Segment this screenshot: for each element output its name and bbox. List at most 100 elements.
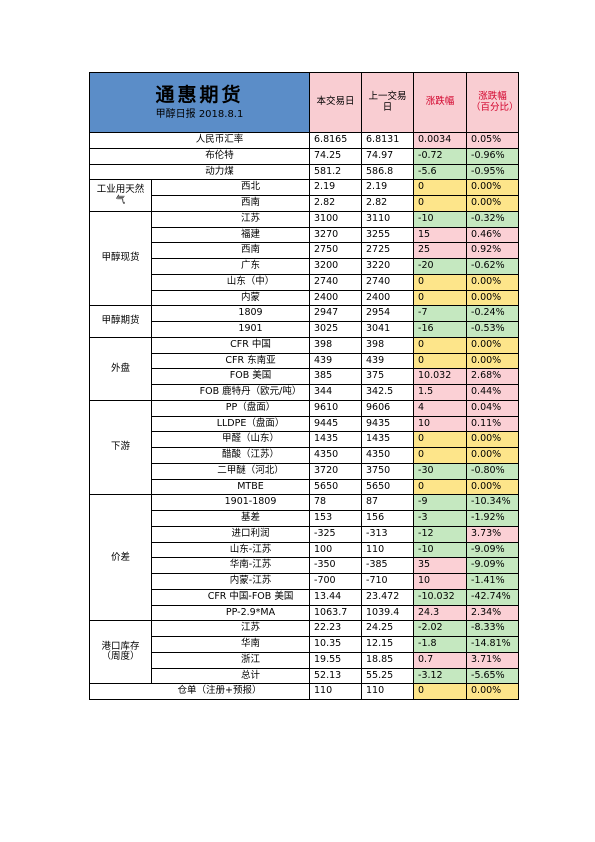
change-value: 0: [413, 478, 468, 496]
item-label: 二甲醚（河北）: [150, 462, 311, 480]
today-value: 153: [309, 510, 363, 527]
change-pct-value: -1.41%: [466, 573, 520, 590]
change-pct-value: 0.00%: [466, 478, 520, 496]
table-row: 西南 2750 2725 25 0.92%: [90, 242, 520, 259]
change-pct-value: -14.81%: [466, 636, 520, 653]
change-pct-value: 0.05%: [466, 132, 520, 149]
group-label: 下游: [89, 399, 152, 496]
report-title: 通惠期货: [155, 83, 244, 106]
change-value: 0: [413, 431, 468, 448]
change-value: -30: [413, 462, 468, 480]
today-value: 5650: [309, 478, 363, 496]
change-value: -20: [413, 258, 468, 275]
change-value: -3.12: [413, 667, 468, 685]
change-value: 1.5: [413, 384, 468, 401]
item-label: CFR 中国-FOB 美国: [150, 588, 311, 606]
header-row: 通惠期货 甲醇日报 2018.8.1 本交易日 上一交易日 涨跌幅 涨跌幅（百分…: [88, 72, 520, 133]
change-pct-value: -0.95%: [466, 163, 520, 181]
table-row: 进口利润 -325 -313 -12 3.73%: [90, 525, 520, 543]
change-pct-value: -0.32%: [466, 210, 520, 228]
prev-value: -313: [361, 525, 415, 543]
item-label: PP-2.9*MA: [150, 604, 311, 622]
prev-value: 2.82: [361, 195, 415, 212]
change-value: 0: [413, 273, 468, 291]
table-row: 甲醛（山东） 1435 1435 0 0.00%: [90, 431, 520, 448]
change-pct-value: 2.68%: [466, 368, 520, 385]
today-value: 2750: [309, 242, 363, 259]
today-value: 2.19: [309, 179, 363, 196]
change-value: 0: [413, 336, 468, 354]
row-label: 人民币汇率: [88, 132, 311, 149]
change-pct-value: 0.00%: [466, 336, 520, 354]
today-value: 100: [309, 541, 363, 559]
prev-value: 5650: [361, 478, 415, 496]
group-label: 港口库存（周度）: [89, 620, 152, 685]
change-value: 24.3: [413, 604, 468, 622]
table-row: 福建 3270 3255 15 0.46%: [90, 226, 520, 244]
change-pct-value: 0.00%: [466, 431, 520, 448]
change-value: -2.02: [413, 620, 468, 637]
table-row: 华南 10.35 12.15 -1.8 -14.81%: [90, 636, 520, 653]
item-label: FOB 美国: [150, 368, 311, 385]
prev-value: 1039.4: [361, 604, 415, 622]
prev-value: 2725: [361, 242, 415, 259]
group-label: 甲醇期货: [89, 305, 152, 338]
change-pct-value: 0.00%: [466, 683, 520, 700]
today-value: 22.23: [309, 620, 363, 637]
group-label: 价差: [89, 494, 152, 622]
table-row: 动力煤 581.2 586.8 -5.6 -0.95%: [88, 163, 520, 181]
item-label: PP（盘面）: [150, 399, 311, 417]
prev-value: 110: [361, 541, 415, 559]
table-row: 广东 3200 3220 -20 -0.62%: [90, 258, 520, 275]
item-label: 醋酸（江苏）: [150, 447, 311, 464]
prev-value: 9435: [361, 415, 415, 433]
today-value: 3100: [309, 210, 363, 228]
item-label: 华南-江苏: [150, 557, 311, 574]
col-header-prev: 上一交易日: [361, 72, 415, 133]
prev-value: 2.19: [361, 179, 415, 196]
change-pct-value: 0.00%: [466, 195, 520, 212]
item-label: 基差: [150, 510, 311, 527]
table-row: FOB 美国 385 375 10.032 2.68%: [90, 368, 520, 385]
change-value: -12: [413, 525, 468, 543]
item-label: 西北: [150, 179, 311, 196]
prev-value: 74.97: [361, 147, 415, 165]
table-row: 山东-江苏 100 110 -10 -9.09%: [90, 541, 520, 559]
table-row: 下游 PP（盘面） 9610 9606 4 0.04%: [89, 399, 520, 496]
prev-value: 87: [361, 494, 415, 511]
prev-value: 586.8: [361, 163, 415, 181]
today-value: 2947: [309, 305, 363, 322]
prev-value: 2954: [361, 305, 415, 322]
prev-value: 2740: [361, 273, 415, 291]
prev-value: 1435: [361, 431, 415, 448]
item-label: 1901: [150, 321, 311, 338]
change-pct-value: -0.62%: [466, 258, 520, 275]
change-pct-value: -0.96%: [466, 147, 520, 165]
change-value: -1.8: [413, 636, 468, 653]
today-value: 10.35: [309, 636, 363, 653]
change-value: 4: [413, 399, 468, 417]
prev-value: 398: [361, 336, 415, 354]
today-value: 78: [309, 494, 363, 511]
item-label: 江苏: [150, 620, 311, 637]
item-label: 福建: [150, 226, 311, 244]
change-value: 35: [413, 557, 468, 574]
table-row: 工业用天然气 西北 2.19 2.19 0 0.00%: [89, 179, 520, 212]
table-row: 价差 1901-1809 78 87 -9 -10.34%: [89, 494, 520, 622]
item-label: 甲醛（山东）: [150, 431, 311, 448]
table-row: 山东（中） 2740 2740 0 0.00%: [90, 273, 520, 291]
prev-value: 4350: [361, 447, 415, 464]
change-value: -10.032: [413, 588, 468, 606]
change-value: -9: [413, 494, 468, 511]
item-label: 进口利润: [150, 525, 311, 543]
table-row: MTBE 5650 5650 0 0.00%: [90, 478, 520, 496]
prev-value: 23.472: [361, 588, 415, 606]
table-row: FOB 鹿特丹（欧元/吨） 344 342.5 1.5 0.44%: [90, 384, 520, 401]
change-pct-value: 0.00%: [466, 273, 520, 291]
today-value: 1435: [309, 431, 363, 448]
change-pct-value: 0.04%: [466, 399, 520, 417]
today-value: 74.25: [309, 147, 363, 165]
today-value: 344: [309, 384, 363, 401]
item-label: CFR 中国: [150, 336, 311, 354]
table-row: LLDPE（盘面） 9445 9435 10 0.11%: [90, 415, 520, 433]
